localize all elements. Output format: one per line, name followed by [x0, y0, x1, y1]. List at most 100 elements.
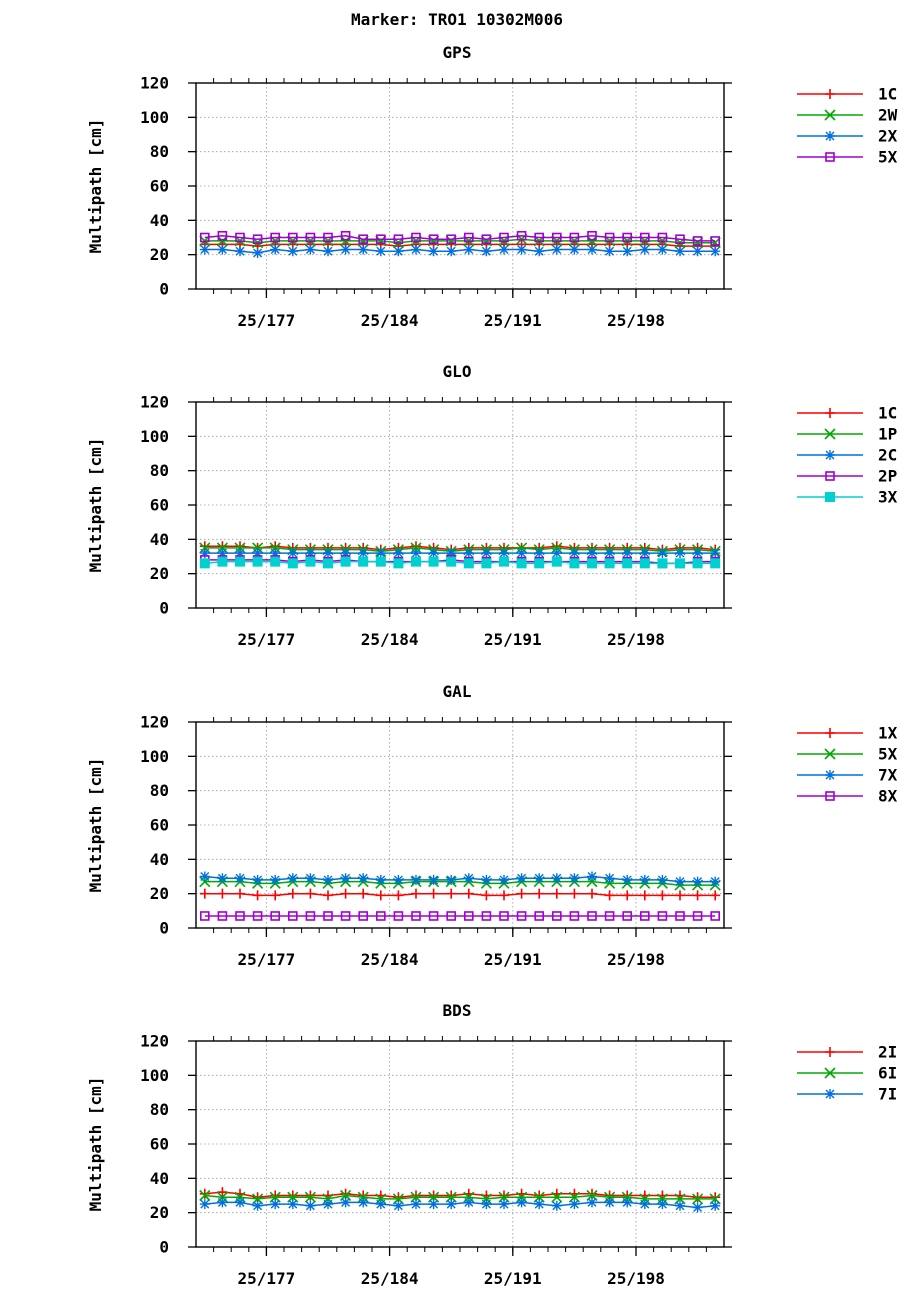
data-point — [710, 558, 721, 569]
data-point — [516, 888, 527, 899]
data-point — [393, 874, 404, 885]
data-point — [463, 911, 474, 921]
data-point — [428, 874, 439, 885]
data-point — [446, 234, 457, 245]
data-point — [287, 246, 298, 257]
data-point — [586, 876, 598, 888]
data-point — [604, 232, 615, 243]
legend-marker — [825, 492, 835, 502]
data-point — [710, 246, 721, 257]
data-point — [499, 911, 509, 921]
data-point — [657, 558, 668, 569]
data-point — [199, 871, 210, 882]
data-point — [446, 888, 457, 899]
data-point — [622, 558, 633, 569]
data-point — [323, 890, 333, 901]
data-point — [446, 246, 457, 257]
data-point — [516, 244, 527, 255]
data-point — [270, 548, 281, 559]
data-point — [393, 558, 404, 569]
data-point — [270, 232, 281, 243]
data-point — [199, 1188, 210, 1199]
legend-label: 2I — [878, 1043, 897, 1062]
data-point — [551, 232, 562, 243]
data-point — [411, 556, 421, 567]
y-tick-label: 40 — [150, 1169, 169, 1188]
data-point — [287, 1199, 298, 1210]
data-point — [358, 234, 369, 245]
data-point — [587, 1197, 597, 1208]
series-7X — [199, 871, 721, 887]
data-point — [657, 1199, 668, 1210]
y-axis-label: Multipath [cm] — [86, 1077, 105, 1212]
data-point — [604, 877, 616, 889]
x-tick-label: 25/184 — [361, 1269, 419, 1288]
y-tick-label: 60 — [150, 496, 169, 515]
data-point — [534, 558, 545, 569]
data-point — [340, 888, 351, 899]
legend-label: 2C — [878, 446, 897, 465]
series-line — [204, 238, 716, 244]
data-point — [587, 558, 597, 569]
data-point — [516, 911, 527, 921]
legend-marker — [824, 109, 836, 121]
data-point — [323, 246, 333, 257]
data-point — [216, 1191, 228, 1203]
data-point — [622, 548, 633, 559]
data-point — [235, 548, 245, 559]
data-point — [446, 548, 457, 559]
x-tick-label: 25/198 — [607, 311, 665, 330]
data-point — [305, 232, 316, 243]
data-point — [622, 246, 633, 257]
data-point — [287, 888, 298, 899]
legend-entry-8X: 8X — [797, 787, 898, 806]
legend-marker — [824, 428, 836, 440]
data-point — [481, 890, 492, 901]
legend-label: 5X — [878, 745, 898, 764]
data-point — [516, 548, 527, 559]
data-point — [199, 876, 211, 888]
data-point — [534, 1190, 545, 1201]
x-tick-label: 25/184 — [361, 950, 419, 969]
data-point — [622, 911, 633, 921]
data-point — [375, 874, 386, 885]
data-point — [481, 234, 492, 245]
series-line — [204, 880, 716, 886]
series-line — [204, 235, 716, 242]
legend-entry-7X: 7X — [797, 766, 898, 785]
data-point — [534, 246, 545, 257]
legend-entry-5X: 5X — [797, 745, 898, 764]
data-point — [569, 873, 580, 884]
legend-marker — [825, 1089, 835, 1099]
data-point — [411, 874, 421, 885]
legend-label: 6I — [878, 1064, 897, 1083]
data-point — [217, 556, 228, 567]
data-point — [692, 1192, 703, 1203]
data-point — [252, 890, 263, 901]
y-axis-label: Multipath [cm] — [86, 119, 105, 254]
data-point — [463, 873, 474, 884]
plot-frame — [195, 1040, 725, 1248]
data-point — [393, 234, 404, 245]
data-point — [446, 911, 457, 921]
legend-label: 2X — [878, 127, 898, 146]
data-point — [656, 1193, 668, 1205]
data-point — [534, 232, 545, 243]
data-point — [587, 911, 597, 921]
data-point — [393, 1200, 404, 1211]
data-point — [499, 874, 509, 885]
data-point — [534, 888, 545, 899]
data-point — [305, 888, 316, 899]
data-point — [234, 542, 246, 554]
legend-label: 1C — [878, 85, 897, 104]
x-tick-label: 25/177 — [238, 630, 296, 649]
y-axis-label: Multipath [cm] — [86, 758, 105, 893]
data-point — [428, 246, 439, 257]
data-point — [587, 1188, 597, 1199]
data-point — [481, 558, 492, 569]
data-point — [657, 232, 668, 243]
data-point — [481, 874, 492, 885]
data-point — [411, 1199, 421, 1210]
data-point — [357, 1191, 369, 1203]
